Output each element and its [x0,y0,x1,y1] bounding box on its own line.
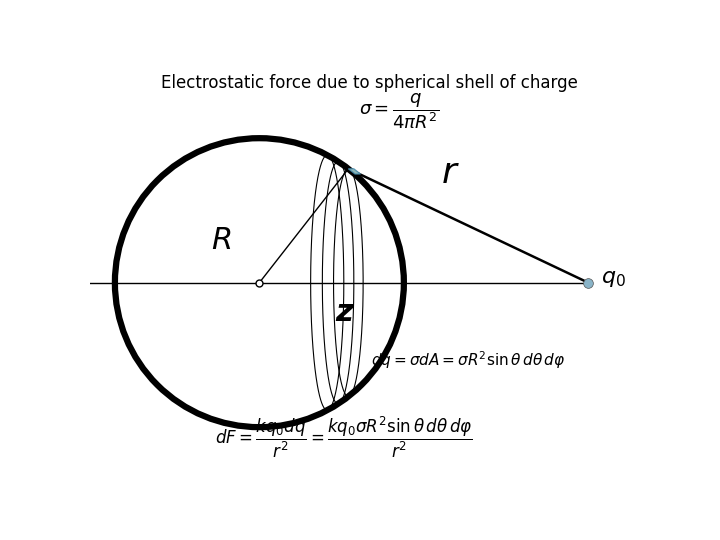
Text: $dq = \sigma dA = \sigma R^2 \sin\theta\, d\theta\, d\varphi$: $dq = \sigma dA = \sigma R^2 \sin\theta\… [372,349,566,371]
Text: $q_0$: $q_0$ [601,269,626,289]
Text: z: z [336,298,353,327]
Text: R: R [211,226,232,255]
Text: r: r [441,156,456,190]
Text: $dF = \dfrac{kq_0 dq}{r^2} = \dfrac{kq_0 \sigma R^2 \sin\theta\, d\theta\, d\var: $dF = \dfrac{kq_0 dq}{r^2} = \dfrac{kq_0… [215,414,473,460]
Polygon shape [348,169,361,174]
Text: Electrostatic force due to spherical shell of charge: Electrostatic force due to spherical she… [161,75,577,92]
Text: $\sigma = \dfrac{q}{4\pi R^2}$: $\sigma = \dfrac{q}{4\pi R^2}$ [359,91,439,131]
